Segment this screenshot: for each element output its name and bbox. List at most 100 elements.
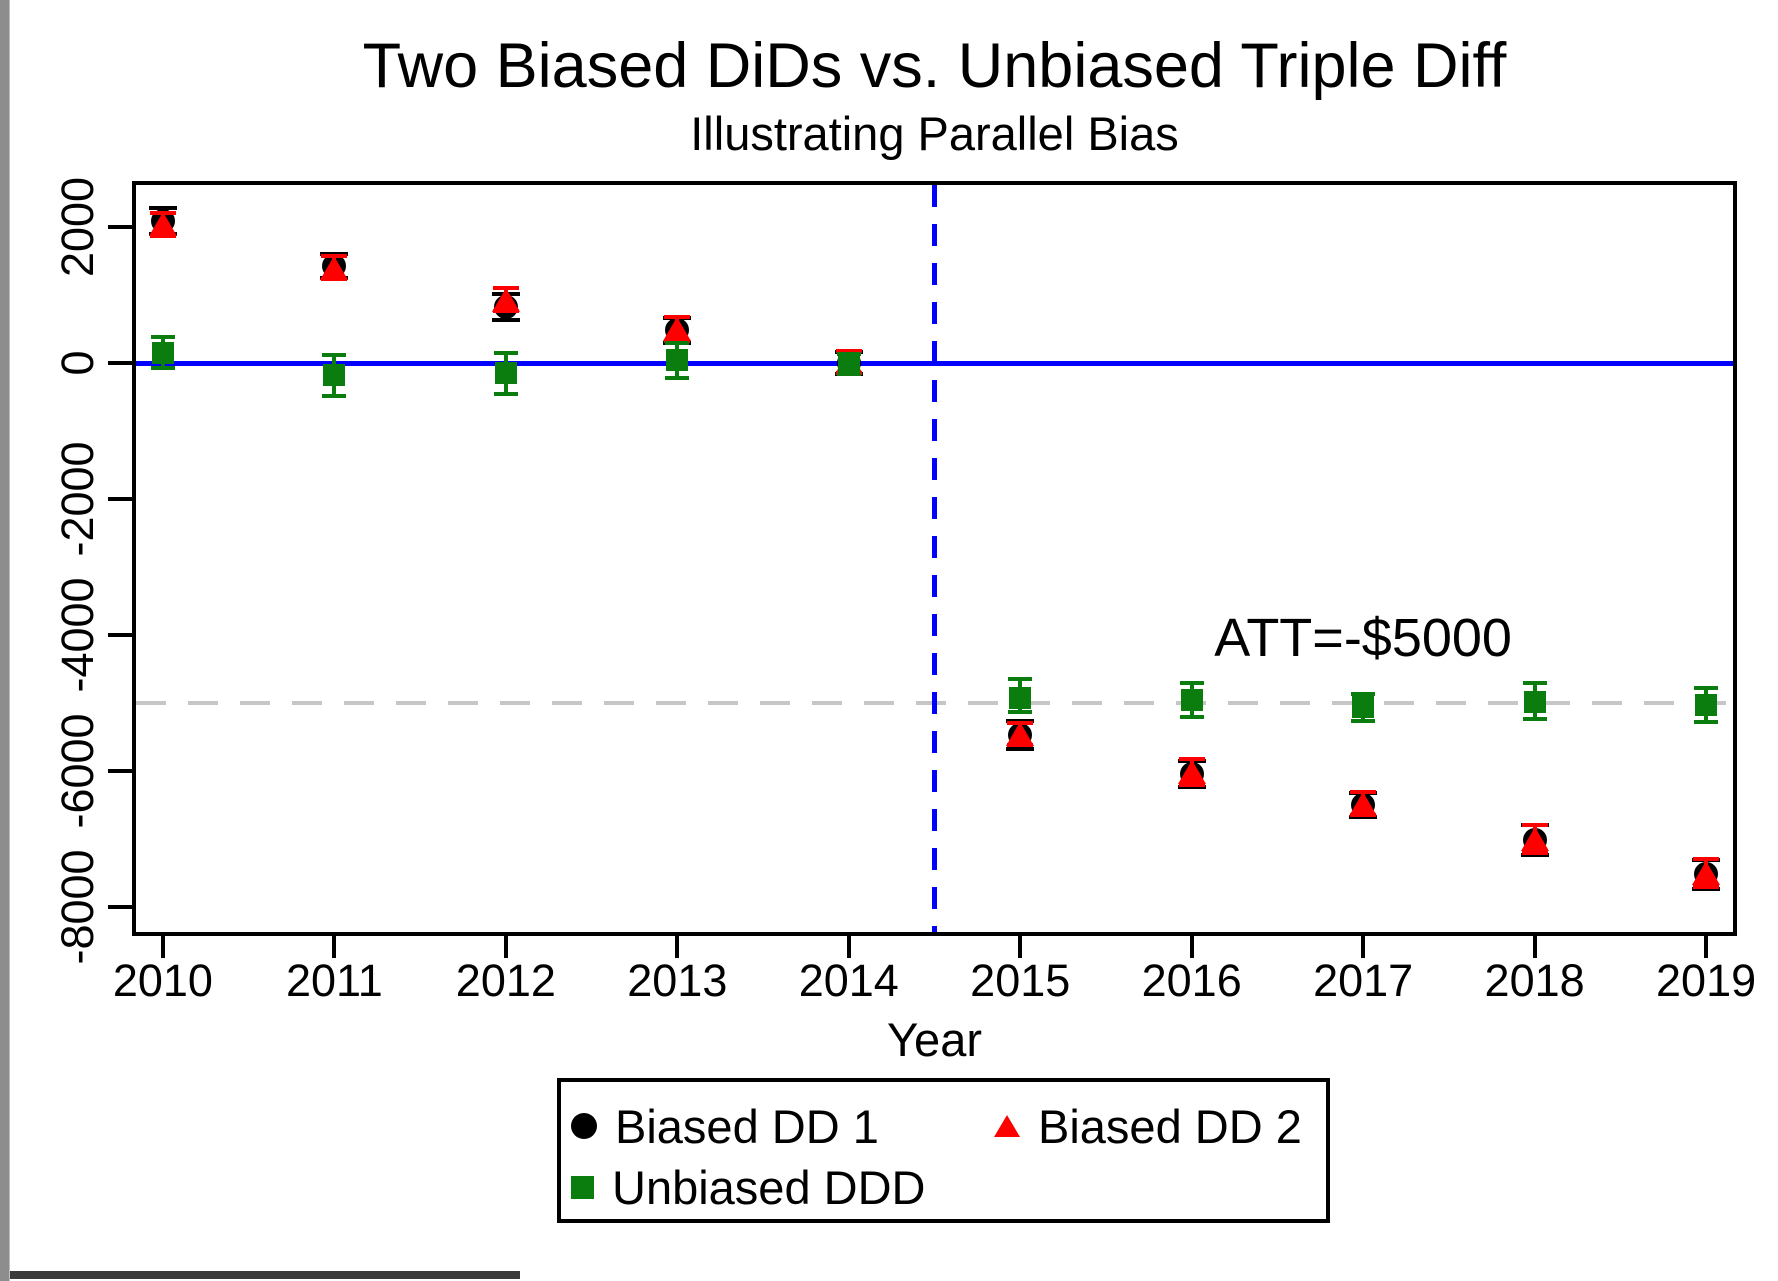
x-tick-label: 2013	[627, 955, 728, 1006]
data-point-triangle	[148, 212, 177, 237]
y-tick-label: 0	[52, 350, 103, 376]
plot-area: ATT=-$5000 2000 0 -2000 -4000 -6000 -8000 2010 2…	[52, 177, 1756, 1006]
chart-title: Two Biased DiDs vs. Unbiased Triple Diff	[362, 31, 1507, 101]
x-tick-label: 2015	[970, 955, 1071, 1006]
error-bar-cap	[491, 317, 520, 322]
data-point-square	[837, 352, 860, 375]
error-bar-cap	[1693, 857, 1720, 862]
plot-canvas: ATT=-$5000 2000 0 -2000 -4000 -6000 -8000 2010 2…	[52, 177, 1756, 1006]
data-point-square	[494, 362, 517, 385]
error-bar-cap	[1693, 884, 1720, 889]
data-point-triangle	[663, 317, 692, 342]
x-tick-label: 2016	[1141, 955, 1242, 1006]
error-bar-cap	[1177, 784, 1206, 789]
x-tick-label: 2017	[1313, 955, 1414, 1006]
error-bar-cap	[1008, 677, 1033, 682]
x-tick-mark	[1189, 936, 1194, 958]
error-bar-cap	[322, 352, 347, 357]
data-point-square	[1180, 688, 1203, 711]
error-bar-cap	[1520, 853, 1549, 858]
error-bar-cap	[1178, 782, 1205, 787]
data-point-triangle	[1006, 721, 1035, 746]
error-bar-cap	[1178, 756, 1205, 761]
window-edge-strip	[0, 0, 10, 1281]
y-tick-mark	[108, 497, 132, 502]
data-point-triangle	[1177, 759, 1206, 784]
error-bar-cap	[1179, 681, 1204, 686]
error-bar-cap	[1694, 720, 1719, 725]
data-point-square	[1009, 686, 1032, 709]
data-point-triangle	[1349, 791, 1378, 816]
green-square-marker-icon	[571, 1175, 594, 1199]
x-tick-mark	[160, 936, 165, 958]
error-bar-cap	[665, 341, 690, 346]
error-bar-cap	[1522, 716, 1547, 721]
error-bar-cap	[148, 205, 177, 210]
x-tick-mark	[332, 936, 337, 958]
data-point-square	[666, 348, 689, 371]
error-bar-cap	[322, 393, 347, 398]
error-bar-cap	[1694, 686, 1719, 691]
y-tick-label: -8000	[52, 849, 103, 965]
y-tick-mark	[108, 361, 132, 366]
y-tick-mark	[108, 769, 132, 774]
error-bar-cap	[150, 334, 175, 339]
error-bar-cap	[1179, 714, 1204, 719]
y-tick-mark	[108, 905, 132, 910]
y-tick-mark	[108, 633, 132, 638]
y-tick-label: -6000	[52, 713, 103, 829]
y-tick-label: -2000	[52, 441, 103, 557]
error-bar-cap	[1351, 691, 1376, 696]
data-point-square	[1352, 696, 1375, 719]
error-bar-cap	[1008, 709, 1033, 714]
data-point-triangle	[491, 287, 520, 312]
legend-entry-biased-dd-2: Biased DD 2	[994, 1100, 1302, 1153]
error-bar-cap	[493, 391, 518, 396]
x-tick-mark	[1361, 936, 1366, 958]
legend-entry-unbiased-ddd: Unbiased DDD	[571, 1161, 925, 1214]
black-circle-marker-icon	[571, 1113, 597, 1139]
legend-box: Biased DD 1 Biased DD 2 Unbiased DDD	[557, 1078, 1330, 1223]
data-point-triangle	[1520, 827, 1549, 852]
error-bar-cap	[150, 366, 175, 371]
error-bar-cap	[320, 251, 349, 256]
error-bar-cap	[1521, 850, 1548, 855]
y-tick-label: 2000	[52, 176, 103, 278]
data-point-square	[1695, 694, 1718, 717]
red-triangle-marker-icon	[994, 1115, 1020, 1137]
error-bar-cap	[1351, 719, 1376, 724]
x-tick-mark	[1532, 936, 1537, 958]
x-tick-label: 2019	[1656, 955, 1757, 1006]
x-tick-mark	[846, 936, 851, 958]
x-tick-mark	[1018, 936, 1023, 958]
data-point-triangle	[320, 255, 349, 280]
y-tick-label: -4000	[52, 577, 103, 693]
data-point-square	[1523, 690, 1546, 713]
legend-label: Biased DD 1	[615, 1099, 879, 1153]
error-bar-cap	[1349, 815, 1378, 820]
error-bar-cap	[493, 350, 518, 355]
x-tick-label: 2011	[285, 955, 383, 1006]
legend-label: Unbiased DDD	[612, 1160, 926, 1214]
data-point-square	[323, 364, 346, 387]
error-bar-cap	[1006, 746, 1035, 751]
chart-subtitle: Illustrating Parallel Bias	[690, 107, 1179, 160]
reference-line-treatment	[932, 185, 937, 932]
x-tick-label: 2012	[455, 955, 556, 1006]
x-tick-mark	[503, 936, 508, 958]
x-tick-label: 2018	[1484, 955, 1585, 1006]
data-point-triangle	[1692, 861, 1721, 886]
x-tick-label: 2014	[798, 955, 899, 1006]
legend-entry-biased-dd-1: Biased DD 1	[571, 1100, 879, 1153]
error-bar-cap	[1522, 680, 1547, 685]
error-bar-cap	[1692, 886, 1721, 891]
x-tick-mark	[1704, 936, 1709, 958]
legend-label: Biased DD 2	[1038, 1099, 1302, 1153]
x-tick-label: 2010	[112, 955, 213, 1006]
data-point-square	[151, 341, 174, 364]
x-tick-mark	[675, 936, 680, 958]
att-annotation: ATT=-$5000	[1214, 608, 1512, 669]
window-bottom-border	[10, 1271, 520, 1279]
error-bar-cap	[665, 375, 690, 380]
